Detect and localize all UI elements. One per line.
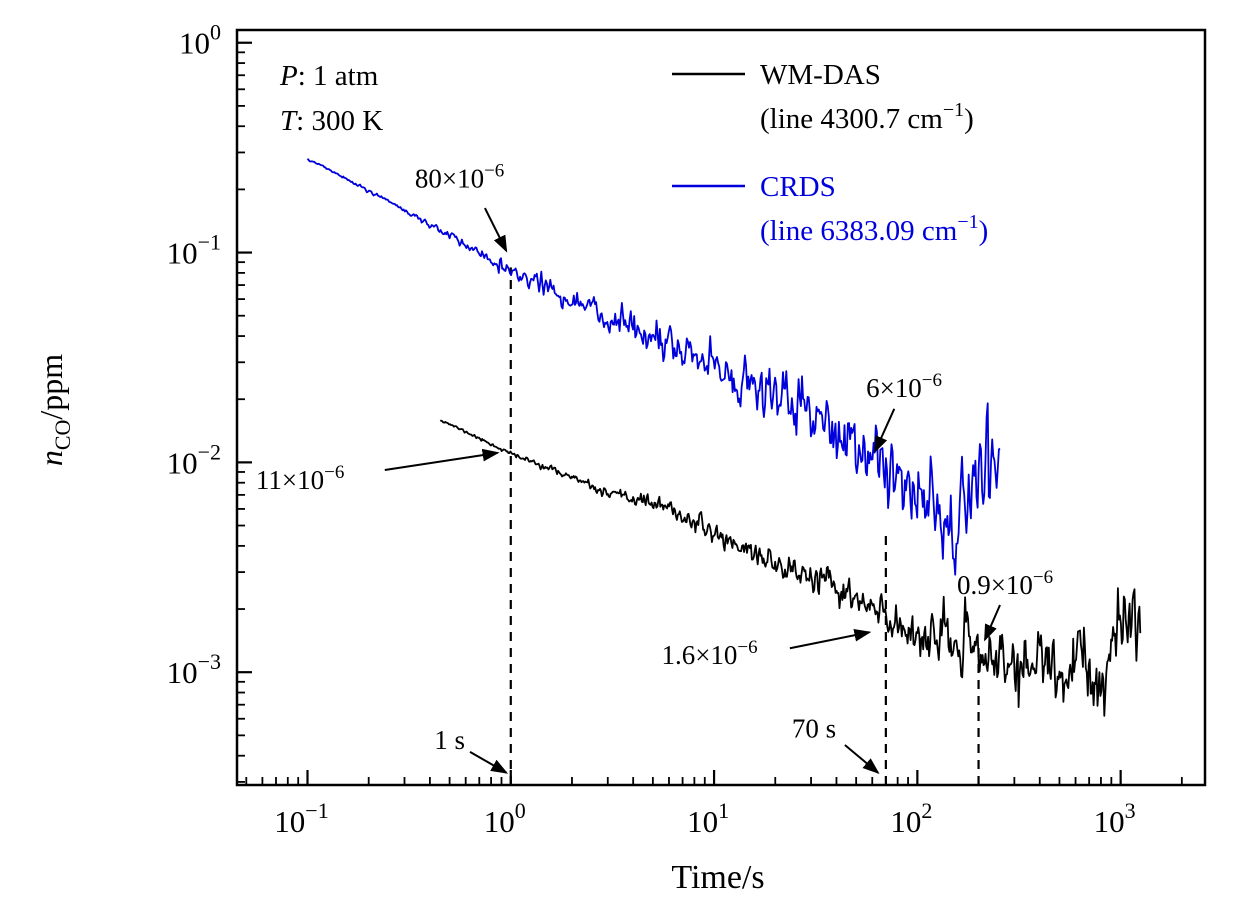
y-tick-label: 100 — [179, 20, 221, 61]
y-axis-label: nCO/ppm — [33, 354, 75, 466]
x-axis-label: Time/s — [671, 859, 764, 896]
annotation-arrow-wmdas-at-200s — [984, 604, 1001, 642]
annotation-arrow-wmdas-at-1s — [384, 448, 500, 471]
plot-border — [235, 28, 1207, 787]
series-line-crds — [306, 158, 1001, 576]
annotation-text-time-70s: 70 s — [792, 713, 836, 743]
x-tick-label: 100 — [484, 798, 526, 839]
annotation-text-wmdas-at-70s: 1.6×10−6 — [661, 637, 757, 670]
legend-detail: (line 6383.09 cm−1) — [760, 211, 988, 247]
annotation-text-wmdas-at-200s: 0.9×10−6 — [957, 567, 1053, 600]
annotation-arrow-crds-at-1s — [484, 207, 508, 253]
legend-detail: (line 4300.7 cm−1) — [760, 99, 974, 135]
annotation-text-crds-at-70s: 6×10−6 — [866, 370, 942, 403]
annotation-arrow-wmdas-at-70s — [789, 628, 872, 650]
annotation-text-time-1s: 1 s — [434, 725, 465, 755]
generated-chart-content: 10−1 100 101 102 103 100 10−1 10−2 10−3 80×10−6 11… — [33, 20, 1207, 839]
annotation-arrow-time-70s — [844, 744, 880, 775]
y-tick-label: 10−3 — [167, 649, 221, 690]
legend-name: CRDS — [760, 171, 836, 203]
series-line-wm-das — [439, 419, 1142, 717]
annotation-arrow-time-1s — [469, 751, 509, 774]
legend-entry-wm-das: WM-DAS (line 4300.7 cm−1) — [672, 59, 974, 135]
x-tick-label: 103 — [1094, 798, 1136, 839]
legend-entry-crds: CRDS (line 6383.09 cm−1) — [672, 171, 988, 247]
x-tick-label: 10−1 — [274, 798, 328, 839]
x-tick-label: 101 — [687, 798, 729, 839]
annotation-text-crds-at-1s: 80×10−6 — [415, 161, 504, 194]
y-tick-label: 10−2 — [167, 439, 221, 480]
condition-pressure: P: 1 atm — [279, 60, 379, 92]
x-tick-label: 102 — [890, 798, 932, 839]
legend-name: WM-DAS — [760, 59, 881, 91]
annotation-text-wmdas-at-1s: 11×10−6 — [256, 462, 344, 495]
annotation-arrow-crds-at-70s — [874, 408, 896, 454]
y-tick-label: 10−1 — [167, 230, 221, 271]
condition-temperature: T: 300 K — [280, 105, 383, 137]
